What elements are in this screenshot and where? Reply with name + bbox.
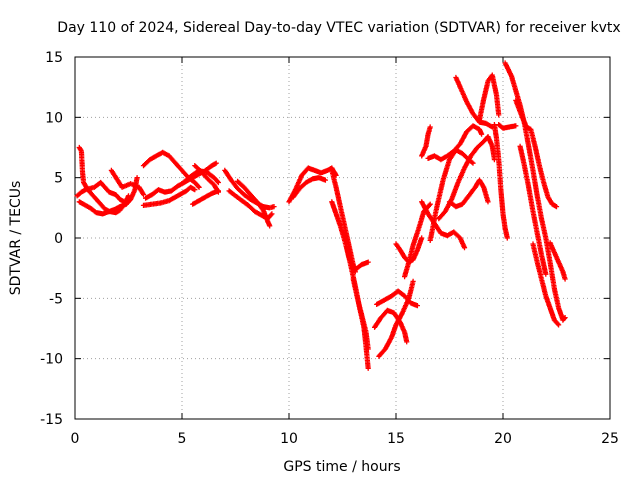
x-tick-label: 0 [71, 431, 80, 447]
series-track [350, 276, 371, 352]
data-point-markers [108, 167, 147, 198]
series-track [476, 72, 502, 123]
data-point-markers [453, 74, 495, 130]
series-track [496, 122, 519, 131]
series-track [530, 241, 562, 328]
data-point-markers [491, 122, 510, 241]
data-point-markers [436, 134, 497, 222]
series-track [436, 134, 497, 222]
x-axis-title: GPS time / hours [283, 459, 400, 475]
data-point-markers [140, 184, 198, 208]
series-track [108, 167, 147, 198]
series-track [491, 122, 510, 241]
grid-lines [75, 57, 610, 419]
series-track [74, 179, 127, 205]
data-point-markers [235, 178, 273, 229]
data-point-markers [513, 97, 560, 210]
data-point-markers [350, 276, 371, 352]
series-track [376, 278, 416, 359]
data-point-markers [74, 179, 127, 205]
y-tick-label: 5 [54, 171, 63, 187]
data-point-markers [192, 163, 221, 195]
data-point-markers [476, 72, 502, 123]
series-track [372, 307, 410, 345]
series-track [453, 74, 495, 130]
y-tick-label: -5 [49, 291, 63, 307]
data-point-markers [425, 123, 485, 163]
series-track [140, 184, 198, 208]
series-track [286, 165, 339, 205]
series-track [517, 143, 549, 277]
series-track [547, 240, 568, 282]
y-tick-label: 10 [45, 110, 63, 126]
y-tick-label: -10 [40, 352, 63, 368]
x-tick-label: 10 [280, 431, 298, 447]
data-point-markers [140, 149, 202, 190]
x-tick-label: 15 [387, 431, 405, 447]
data-point-markers [530, 241, 562, 328]
data-point-markers [517, 143, 549, 277]
series-track [290, 175, 328, 200]
series-track [140, 149, 202, 190]
x-tick-label: 25 [601, 431, 619, 447]
series-track [419, 124, 433, 159]
chart-title: Day 110 of 2024, Sidereal Day-to-day VTE… [57, 20, 620, 36]
data-point-markers [376, 278, 416, 359]
y-tick-label: -15 [40, 412, 63, 428]
y-tick-label: 15 [45, 50, 63, 66]
data-point-markers [290, 175, 328, 200]
data-point-markers [419, 124, 433, 159]
series-track [425, 123, 485, 163]
data-point-markers [502, 60, 568, 323]
axis-ticks: 0 5 10 15 20 25 15 10 5 0 -5 -10 -15 [40, 50, 619, 447]
series-track [374, 288, 420, 309]
series-track [329, 167, 358, 275]
series-track [192, 163, 221, 195]
y-axis-title: SDTVAR / TECUs [8, 181, 24, 296]
data-point-markers [329, 167, 358, 275]
data-point-markers [372, 307, 410, 345]
series-track [502, 60, 568, 323]
data-point-markers [374, 288, 420, 309]
y-tick-label: 0 [54, 231, 63, 247]
series-track [235, 178, 273, 229]
x-tick-label: 5 [178, 431, 187, 447]
data-point-markers [547, 240, 568, 282]
data-point-markers [496, 122, 519, 131]
x-tick-label: 20 [494, 431, 512, 447]
series-track [513, 97, 560, 210]
data-point-markers [286, 165, 339, 205]
data-points [74, 60, 568, 371]
